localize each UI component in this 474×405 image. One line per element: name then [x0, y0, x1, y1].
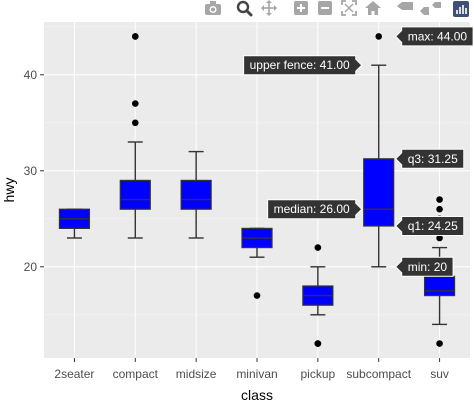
box-pickup[interactable]: [302, 244, 334, 347]
x-tick-label: 2seater: [54, 367, 94, 381]
camera-icon[interactable]: [205, 1, 221, 15]
hover-label-text: min: 20: [408, 260, 448, 274]
outlier-point[interactable]: [436, 205, 443, 213]
hover-label-text: q1: 24.25: [408, 219, 458, 233]
outlier-point[interactable]: [314, 340, 322, 347]
box-body: [119, 179, 151, 210]
hover-label: q3: 31.25: [395, 148, 465, 169]
hover-label-bg: [267, 199, 363, 220]
hover-label: q1: 24.25: [395, 216, 465, 236]
spike-lines-icon[interactable]: [397, 2, 413, 10]
y-axis-ticks: 20 30 40: [24, 68, 44, 274]
x-tick-label: subcompact: [346, 367, 411, 381]
hover-label: min: 20: [395, 256, 454, 277]
zoom-out-icon[interactable]: [318, 1, 332, 15]
outlier-point[interactable]: [314, 244, 322, 251]
outlier-point[interactable]: [436, 196, 443, 203]
box-body: [180, 179, 212, 210]
zoom-icon[interactable]: [236, 0, 253, 17]
outlier-point[interactable]: [253, 292, 261, 299]
hover-label-bg: [395, 216, 465, 236]
box-suv[interactable]: [423, 196, 456, 347]
hover-label-text: upper fence: 41.00: [250, 58, 350, 72]
zoom-in-icon[interactable]: [294, 1, 308, 15]
pan-icon[interactable]: [261, 0, 277, 16]
y-tick-label: 40: [24, 68, 38, 82]
autoscale-icon[interactable]: [341, 0, 357, 16]
x-tick-label: minivan: [236, 367, 277, 381]
x-tick-label: suv: [430, 367, 449, 381]
hover-compare-icon[interactable]: [432, 2, 441, 8]
outlier-point[interactable]: [131, 119, 139, 127]
y-tick-label: 20: [24, 260, 38, 274]
hover-label-text: q3: 31.25: [408, 152, 458, 166]
outlier-point[interactable]: [436, 234, 443, 242]
outlier-point[interactable]: [436, 340, 443, 347]
reset-axes-icon[interactable]: [365, 1, 381, 15]
hover-label: max: 44.00: [395, 26, 474, 47]
x-axis-title: class: [241, 387, 273, 403]
box-minivan[interactable]: [241, 227, 273, 299]
x-tick-label: pickup: [301, 367, 336, 381]
x-tick-label: compact: [113, 367, 159, 381]
boxes: [58, 33, 456, 347]
hover-label-text: max: 44.00: [408, 29, 468, 43]
outlier-point[interactable]: [131, 100, 139, 107]
hover-label-text: median: 26.00: [274, 202, 350, 216]
hover-label-bg: [395, 256, 454, 277]
hover-label-bg: [395, 26, 474, 47]
box-body: [423, 275, 456, 297]
hover-label: median: 26.00: [267, 199, 363, 220]
hover-label: upper fence: 41.00: [243, 55, 363, 76]
box-2seater[interactable]: [58, 208, 91, 239]
x-tick-label: midsize: [176, 367, 217, 381]
modebar: [205, 0, 469, 17]
x-axis-ticks: 2seater compact midsize minivan pickup subcom…: [54, 358, 449, 381]
box-midsize[interactable]: [180, 150, 212, 239]
hover-label-bg: [395, 148, 465, 169]
box-body: [363, 158, 395, 227]
hover-labels: max: 44.00 upper fence: 41.00 q3: 31.25 med…: [243, 26, 474, 277]
y-tick-label: 30: [24, 164, 38, 178]
box-compact[interactable]: [119, 33, 151, 239]
y-axis-title: hwy: [1, 178, 17, 203]
hover-closest-icon[interactable]: [420, 7, 429, 15]
hover-label-bg: [243, 55, 363, 76]
plotly-logo-icon[interactable]: [453, 1, 469, 17]
outlier-point[interactable]: [375, 33, 383, 40]
box-subcompact[interactable]: [363, 33, 395, 268]
outlier-point[interactable]: [131, 33, 139, 40]
